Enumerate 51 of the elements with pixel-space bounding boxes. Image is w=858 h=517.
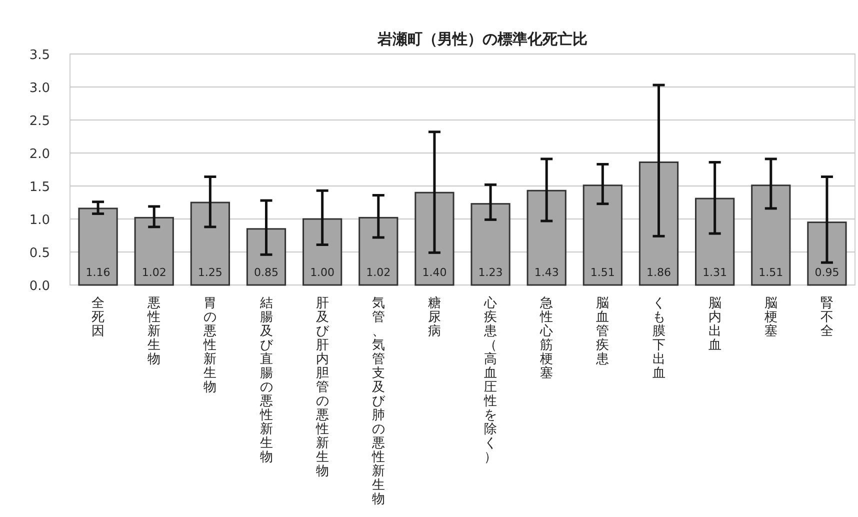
category-label: 結腸及び直腸の悪性新生物 [260,296,273,465]
bar [246,228,286,286]
bar [807,222,847,286]
bar [526,190,566,286]
data-label: 1.23 [478,266,503,279]
bar [695,198,735,286]
x-tick-label: くも膜下出血 [652,296,666,381]
data-label: 1.40 [422,266,447,279]
y-tick-label: 1.0 [29,213,50,228]
y-tick-label: 3.5 [29,48,50,63]
y-tick-label: 2.0 [29,147,50,162]
data-label: 0.85 [254,266,278,279]
bar [134,216,174,286]
data-label: 1.86 [646,266,671,279]
data-label: 1.43 [534,266,559,279]
category-label: 気管、気管支及び肺の悪性新生物 [372,296,385,507]
data-label: 1.51 [758,266,784,279]
chart-title: 岩瀬町（男性）の標準化死亡比 [376,30,588,48]
data-label: 1.16 [86,266,110,279]
data-label: 1.25 [198,266,222,279]
category-label: 肝及び肝内胆管の悪性新生物 [316,296,329,479]
y-tick-label: 3.0 [29,81,50,96]
x-tick-label: 腎不全 [820,296,834,339]
x-tick-label: 胃の悪性新生物 [203,296,218,395]
bar [470,203,510,286]
x-tick-label: 脳内出血 [708,296,722,353]
bar [78,208,118,286]
bar [638,161,679,286]
y-tick-label: 0.5 [29,246,50,261]
bar [358,216,398,286]
data-label: 1.02 [366,266,391,279]
bar [751,184,791,286]
y-tick-label: 0.0 [29,279,50,294]
x-tick-label: 急性心筋梗塞 [540,296,554,381]
bar [414,192,454,286]
data-label: 1.02 [142,266,166,279]
x-tick-label: 脳梗塞 [764,296,778,339]
data-label: 1.51 [590,266,615,279]
bar [190,202,230,286]
x-tick-label: 脳血管疾患 [596,296,610,367]
bar [302,218,342,286]
data-label: 1.31 [702,266,728,279]
x-tick-label: 全死因 [91,296,106,339]
data-label: 1.00 [310,266,335,279]
category-label: 心疾患（高血圧性を除く） [484,296,498,465]
data-label: 0.95 [814,266,840,279]
y-tick-label: 2.5 [29,114,50,129]
y-tick-label: 1.5 [29,180,50,195]
bar [582,184,622,286]
x-tick-label: 悪性新生物 [147,296,162,367]
x-tick-label: 糖尿病 [427,296,442,339]
